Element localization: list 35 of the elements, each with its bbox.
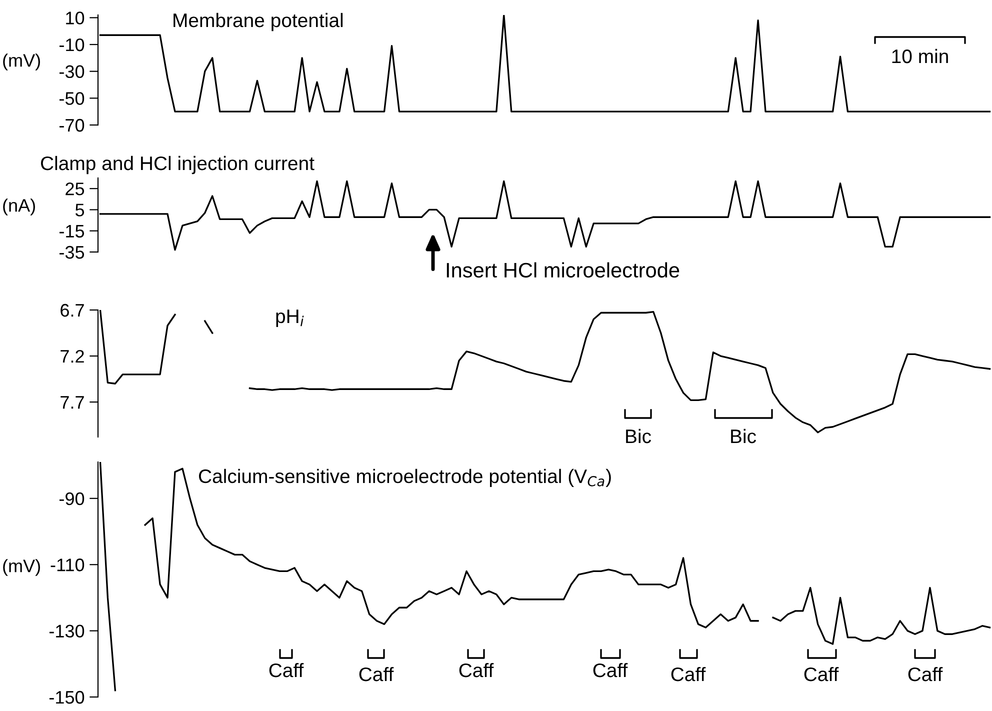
y-tick-label: -50 xyxy=(60,92,84,105)
annotation: Caff xyxy=(671,666,706,682)
y-tick-label: -15 xyxy=(60,224,84,238)
annotation: Caff xyxy=(459,662,494,678)
annotation: Caff xyxy=(269,662,304,678)
annotation: Caff xyxy=(593,662,628,678)
y-tick-label: 7.7 xyxy=(60,396,84,409)
y-tick-label: 10 xyxy=(66,12,84,24)
annotation: 10 min xyxy=(892,48,948,64)
chart-title: pH$_{i}$ xyxy=(276,310,304,327)
chart-title: Clamp and HCl injection current xyxy=(40,156,314,174)
annotation: Bic xyxy=(626,428,651,444)
y-tick-label: -70 xyxy=(60,118,84,132)
annotation: Caff xyxy=(804,666,839,682)
annotation: Bic xyxy=(731,428,756,444)
chart-title: Calcium-sensitive microelectrode potential (V$_{Ca}$) xyxy=(198,468,611,487)
y-tick-label: -10 xyxy=(60,38,84,52)
y-axis-title: (mV) xyxy=(3,54,40,70)
y-axis-title: (nA) xyxy=(3,198,35,216)
line-series xyxy=(99,180,991,251)
y-tick-label: 7.2 xyxy=(60,350,84,363)
y-tick-label: -30 xyxy=(60,65,84,78)
y-tick-label: 25 xyxy=(66,182,84,196)
y-tick-label: -130 xyxy=(49,624,84,638)
text: Insert HCl microelectrode xyxy=(446,262,680,278)
y-tick-label: 6.7 xyxy=(60,304,84,317)
y-tick-label: -35 xyxy=(60,246,84,259)
chart-title: Membrane potential xyxy=(174,12,343,32)
y-tick-label: 5 xyxy=(75,204,84,216)
y-tick-label: -110 xyxy=(50,558,84,572)
annotation: Caff xyxy=(359,666,394,682)
y-tick-label: -90 xyxy=(60,492,84,506)
y-axis-title: (mV) xyxy=(3,559,40,576)
y-tick-label: -150 xyxy=(49,690,84,704)
annotation: Caff xyxy=(908,666,943,682)
